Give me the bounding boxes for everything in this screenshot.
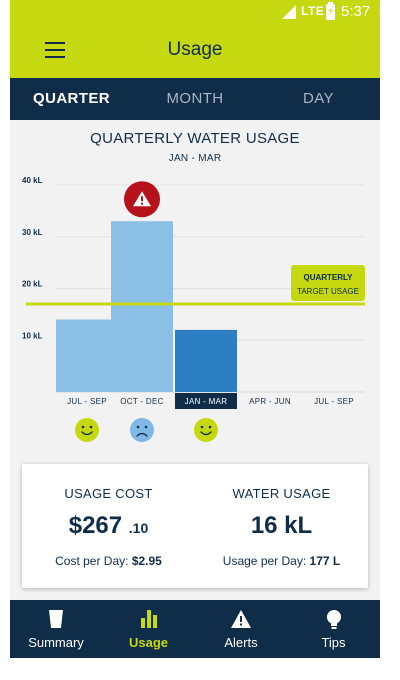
usage-per-day-label: Usage per Day: xyxy=(222,554,307,568)
sad-face-icon xyxy=(130,418,154,442)
face-eye xyxy=(81,425,85,429)
x-tick-label: JUL - SEP xyxy=(67,397,107,406)
x-tick-label: OCT - DEC xyxy=(120,397,163,406)
nav-usage-label: Usage xyxy=(128,635,169,650)
nav-summary-label: Summary xyxy=(28,635,84,650)
tab-month[interactable]: MONTH xyxy=(166,90,224,107)
tab-quarter[interactable]: QUARTER xyxy=(33,90,110,107)
period-tabs: QUARTER MONTH DAY xyxy=(10,78,380,120)
face-mouth xyxy=(81,431,93,436)
usage-cost-dollars: $267 xyxy=(68,512,123,539)
target-label-box xyxy=(291,265,365,301)
bottom-nav: Summary Usage Alerts Tips xyxy=(10,600,380,658)
warning-icon-dot xyxy=(141,202,143,205)
chart-title: QUARTERLY WATER USAGE xyxy=(90,130,300,147)
usage-bar xyxy=(175,329,237,392)
happy-face-icon xyxy=(75,418,99,442)
cost-per-day-value: $2.95 xyxy=(131,554,162,568)
warning-icon-stem xyxy=(141,196,143,202)
cost-per-day-label: Cost per Day: xyxy=(55,554,129,568)
usage-cost-cents: .10 xyxy=(128,520,149,536)
face-mouth xyxy=(200,431,212,436)
y-tick-label: 30 kL xyxy=(22,228,43,237)
face-mouth xyxy=(136,432,148,437)
y-tick-label: 10 kL xyxy=(22,331,43,340)
usage-bar xyxy=(56,319,118,392)
warning-icon xyxy=(195,610,287,630)
nav-usage[interactable]: Usage xyxy=(102,600,195,658)
phone-screen: LTE ⚡ 5:37 Usage QUARTER MONTH DAY QUART… xyxy=(10,0,380,658)
water-usage-value: 16 kL xyxy=(250,512,313,539)
face-eye xyxy=(208,425,212,429)
chart-subtitle: JAN - MAR xyxy=(168,153,222,164)
status-time: 5:37 xyxy=(341,3,371,20)
cup-icon xyxy=(10,610,102,630)
nav-alerts-label: Alerts xyxy=(224,635,258,650)
selected-category-highlight xyxy=(175,393,237,409)
target-label-line1: QUARTERLY xyxy=(303,273,353,282)
lightbulb-icon xyxy=(287,610,380,630)
battery-icon: ⚡ xyxy=(326,2,335,20)
usage-chart: 10 kL 20 kL 30 kL 40 kL JUL - SEP OCT - DEC JA… xyxy=(22,176,365,442)
usage-cost-panel: USAGE COST $267 .10 Cost per Day: $2.95 xyxy=(22,464,195,588)
usage-per-day: Usage per Day: 177 L xyxy=(195,554,368,568)
face-eye xyxy=(89,425,93,429)
x-tick-label: APR - JUN xyxy=(249,397,291,406)
bar-chart-icon xyxy=(102,610,195,630)
nav-summary[interactable]: Summary xyxy=(10,600,102,658)
usage-per-day-value: 177 L xyxy=(309,554,341,568)
app-bar: Usage xyxy=(10,24,380,78)
cost-per-day: Cost per Day: $2.95 xyxy=(22,554,195,568)
usage-cost-value: $267 .10 xyxy=(22,512,195,540)
usage-bar xyxy=(111,221,173,392)
target-label-line2: TARGET USAGE xyxy=(297,287,359,296)
face-eye xyxy=(136,425,140,429)
x-tick-label: JUL - SEP xyxy=(314,397,354,406)
tab-day[interactable]: DAY xyxy=(303,90,334,107)
page-title: Usage xyxy=(167,39,223,60)
water-usage-label: WATER USAGE xyxy=(232,486,331,501)
network-type: LTE xyxy=(301,4,325,18)
face-eye xyxy=(200,425,204,429)
usage-summary-card: USAGE COST $267 .10 Cost per Day: $2.95 … xyxy=(22,464,368,588)
face-eye xyxy=(144,425,148,429)
y-tick-label: 20 kL xyxy=(22,280,43,289)
status-bar: LTE ⚡ 5:37 xyxy=(10,0,380,24)
nav-tips[interactable]: Tips xyxy=(287,600,380,658)
x-tick-label: JAN - MAR xyxy=(185,397,228,406)
signal-icon xyxy=(282,5,296,19)
nav-tips-label: Tips xyxy=(321,635,346,650)
y-tick-label: 40 kL xyxy=(22,176,43,185)
water-usage-panel: WATER USAGE 16 kL Usage per Day: 177 L xyxy=(195,464,368,588)
happy-face-icon xyxy=(194,418,218,442)
nav-alerts[interactable]: Alerts xyxy=(195,600,287,658)
menu-icon[interactable] xyxy=(45,42,65,58)
usage-cost-label: USAGE COST xyxy=(64,486,153,501)
